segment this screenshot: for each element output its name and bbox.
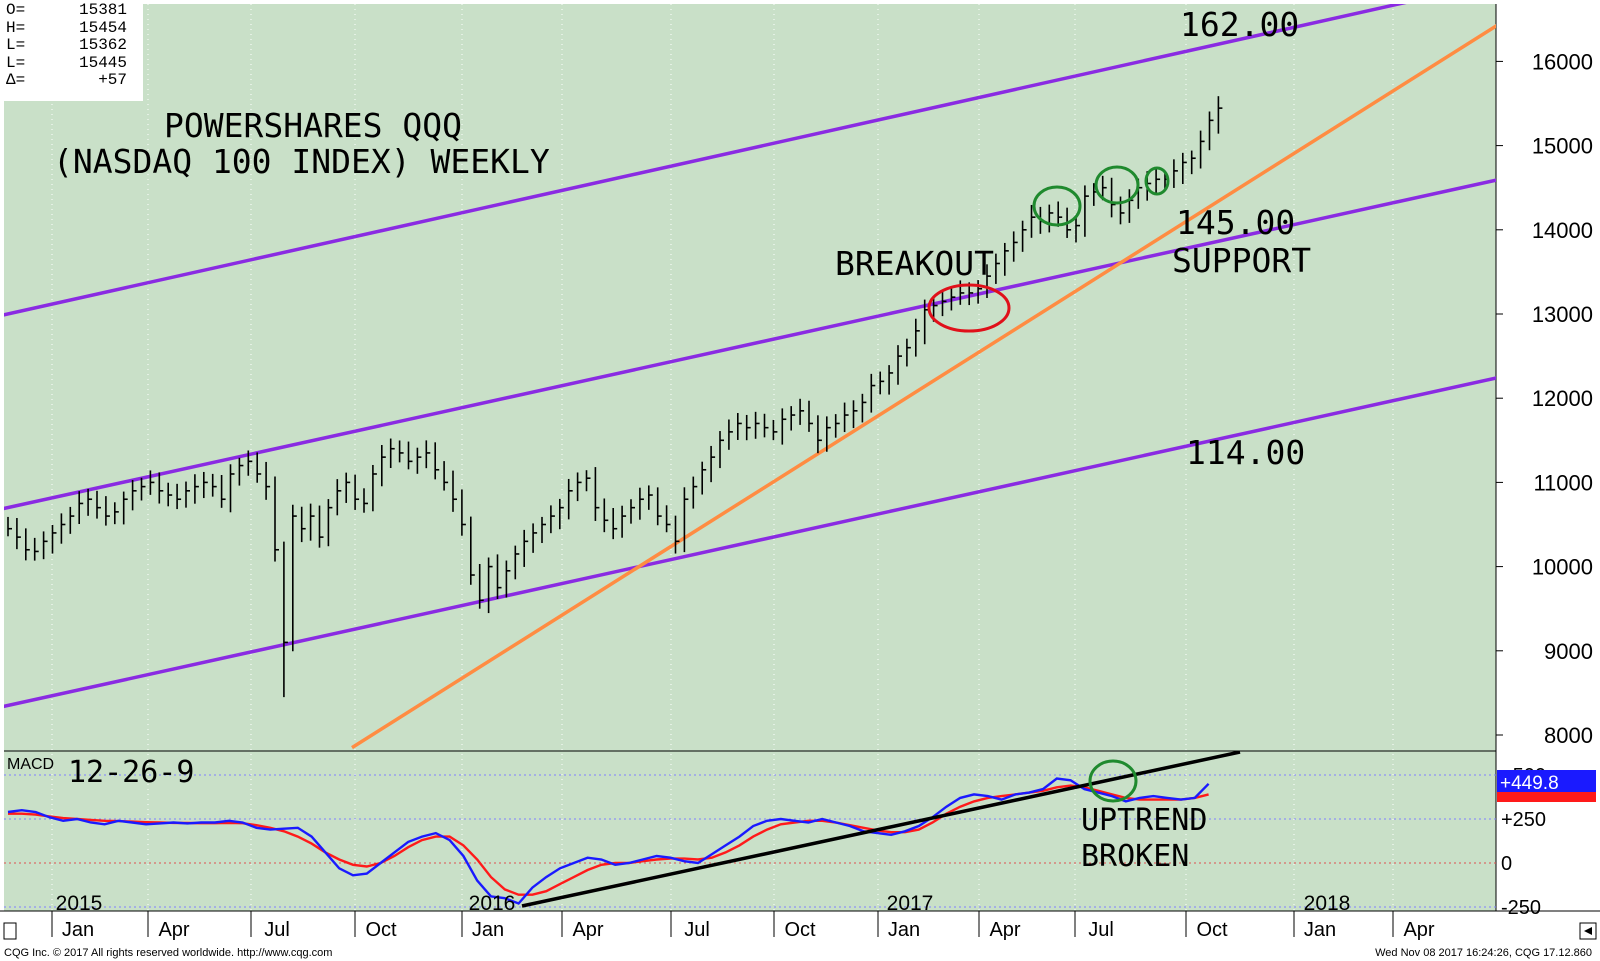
y-tick-label: 12000 [1532,386,1593,411]
ohlc-label: L= [6,36,26,54]
ohlc-box: O= 15381 H= 15454 L= 15362 L= 15445 Δ= +57 [2,1,143,101]
x-tick-label: Oct [1196,919,1228,941]
x-tick-label: Jul [1088,919,1114,941]
chart-subtitle: (NASDAQ 100 INDEX) WEEKLY [53,142,550,181]
x-tick-label: Jan [888,919,920,941]
scroll-box-left[interactable] [3,922,17,940]
macd-tick-label: -250 [1501,897,1541,919]
peak-ellipse [1032,185,1082,227]
ohlc-value: 15362 [78,36,127,54]
year-label: 2018 [1304,892,1351,915]
ohlc-label: Δ= [6,71,26,89]
ohlc-row: L= 15362 [2,36,143,55]
peak-ellipse [1144,166,1170,196]
macd-panel-background [4,751,1496,911]
y-tick-label: 11000 [1533,470,1593,495]
uptrend-label: UPTREND [1081,803,1207,838]
y-tick-label: 16000 [1532,49,1593,74]
price-panel-background [4,4,1496,751]
ohlc-value: +57 [98,71,127,89]
x-tick-label: Oct [784,919,816,941]
ohlc-row: H= 15454 [2,18,143,38]
x-tick-label: Jan [472,919,504,941]
x-tick-label: Apr [572,919,603,941]
signal-value-badge [1497,792,1596,802]
breakout-label: BREAKOUT [835,244,994,283]
y-tick-label: 13000 [1532,302,1593,327]
macd-current-value: +449.8 [1500,773,1559,794]
x-tick-label: Jan [62,919,94,941]
footer-timestamp: Wed Nov 08 2017 16:24:26, CQG 17.12.860 [1375,947,1592,959]
ohlc-value: 15445 [78,53,127,72]
support-trendline [351,23,1496,750]
ohlc-label: H= [6,18,26,37]
breakout-ellipse [927,283,1011,333]
year-label: 2016 [469,892,516,915]
chart-title: POWERSHARES QQQ [164,106,462,145]
x-tick-label: Jan [1304,919,1336,941]
ohlc-label: L= [6,53,26,72]
year-label: 2015 [56,892,103,915]
x-tick-label: Jul [684,919,710,941]
support-label: SUPPORT [1172,241,1311,280]
x-tick-label: Apr [158,919,189,941]
macd-params: 12-26-9 [68,755,194,790]
macd-tick-label: +250 [1501,809,1546,831]
y-tick-label: 10000 [1532,555,1593,580]
y-tick-label: 9000 [1544,639,1593,664]
x-axis-background [0,911,1600,944]
ohlc-label: O= [6,1,26,19]
upper-channel-line [4,4,1407,317]
ohlc-row: O= 15381 [2,1,143,20]
macd-trendline [521,751,1241,908]
y-axis-background [1496,4,1600,911]
y-tick-label: 14000 [1532,218,1593,243]
y-tick-label: 15000 [1532,134,1593,159]
peak-ellipse [1094,165,1140,205]
lower-channel-line [4,376,1496,709]
scroll-arrow-icon [1584,927,1592,935]
ohlc-row: Δ= +57 [2,71,143,90]
x-tick-label: Apr [989,919,1020,941]
x-tick-label: Oct [365,919,397,941]
macd-tick-label: 0 [1501,853,1512,875]
upper-channel-label: 162.00 [1180,5,1299,44]
trend-break-ellipse [1088,759,1138,803]
macd-line [7,777,1210,905]
x-tick-label: Jul [264,919,290,941]
footer: CQG Inc. © 2017 All rights reserved worl… [0,944,1600,961]
middle-channel-label: 145.00 [1176,203,1295,242]
broken-label: BROKEN [1081,839,1189,874]
year-label: 2017 [887,892,934,915]
y-tick-label: 8000 [1544,723,1593,748]
lower-channel-label: 114.00 [1186,433,1305,472]
macd-value-badge [1497,770,1596,792]
footer-copyright: CQG Inc. © 2017 All rights reserved worl… [4,947,333,959]
macd-title: MACD [7,756,54,773]
ohlc-row: L= 15445 [2,53,143,73]
ohlc-value: 15381 [78,1,127,19]
ohlc-value: 15454 [78,18,127,37]
x-tick-label: Apr [1403,919,1434,941]
middle-channel-line [4,178,1496,511]
